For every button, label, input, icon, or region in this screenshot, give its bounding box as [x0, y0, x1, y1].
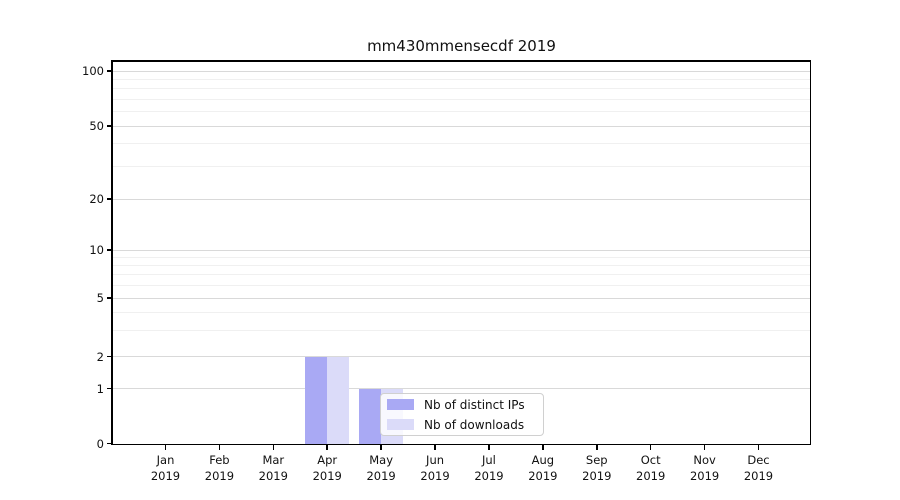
x-tick-label-dec: Dec 2019 [743, 453, 774, 483]
y-tick-label-1: 1 [96, 381, 104, 396]
legend-swatch-downloads [387, 419, 414, 430]
y-tick-1 [106, 387, 112, 390]
y-tick-20 [106, 198, 112, 200]
gridline-minor-7 [113, 274, 810, 276]
gridline-minor-90 [113, 78, 810, 80]
y-tick-0 [106, 442, 112, 445]
x-tick-oct [649, 445, 652, 451]
gridline-major-20 [113, 198, 810, 200]
y-tick-100 [106, 70, 112, 72]
y-tick-50 [106, 125, 112, 127]
x-tick-mar [272, 445, 275, 451]
gridline-minor-3 [113, 330, 810, 332]
bar-distinct-ips-apr [305, 356, 328, 444]
x-tick-label-may: May 2019 [366, 453, 396, 483]
gridline-minor-80 [113, 88, 810, 90]
gridline-major-100 [113, 70, 810, 72]
y-tick-label-50: 50 [89, 119, 104, 133]
x-tick-label-aug: Aug 2019 [528, 453, 558, 483]
y-tick-5 [106, 297, 112, 299]
y-tick-10 [106, 249, 112, 251]
gridline-major-5 [113, 297, 810, 299]
legend-swatch-distinct-ips [387, 399, 414, 410]
x-tick-label-mar: Mar 2019 [258, 453, 288, 483]
x-tick-may [380, 445, 382, 451]
y-tick-label-20: 20 [89, 192, 104, 206]
y-tick-label-5: 5 [96, 291, 104, 305]
gridline-major-2 [113, 356, 810, 357]
spine-bottom [111, 443, 812, 446]
gridline-minor-9 [113, 256, 810, 258]
legend: Nb of distinct IPs Nb of downloads [380, 393, 544, 436]
chart-title: mm430mmensecdf 2019 [367, 37, 556, 55]
gridline-minor-8 [113, 264, 810, 266]
spine-right [809, 62, 812, 446]
x-tick-nov [703, 445, 706, 451]
y-tick-2 [106, 355, 112, 358]
gridline-minor-6 [113, 284, 810, 286]
x-tick-label-nov: Nov 2019 [689, 453, 720, 483]
x-tick-feb [218, 445, 221, 451]
bar-distinct-ips-may [359, 388, 382, 444]
x-tick-label-jun: Jun 2019 [420, 453, 450, 483]
x-tick-jun [434, 445, 436, 451]
spine-left [111, 62, 113, 446]
legend-row-downloads: Nb of downloads [381, 415, 543, 435]
gridline-minor-70 [113, 98, 810, 100]
gridline-minor-4 [113, 311, 810, 313]
gridline-minor-30 [113, 166, 810, 168]
x-tick-label-feb: Feb 2019 [204, 453, 235, 483]
legend-label-distinct-ips: Nb of distinct IPs [424, 397, 525, 412]
x-tick-label-jul: Jul 2019 [474, 453, 504, 483]
x-tick-jul [488, 445, 490, 451]
gridline-major-1 [113, 388, 810, 389]
gridline-major-50 [113, 125, 810, 127]
y-tick-label-100: 100 [82, 64, 104, 78]
x-tick-label-oct: Oct 2019 [636, 453, 666, 483]
x-tick-sep [596, 445, 598, 451]
x-tick-apr [326, 445, 328, 451]
x-tick-label-jan: Jan 2019 [150, 453, 181, 483]
x-tick-label-sep: Sep 2019 [582, 453, 612, 483]
gridline-minor-60 [113, 111, 810, 113]
bar-downloads-apr [327, 356, 350, 444]
y-tick-label-0: 0 [96, 436, 104, 451]
x-tick-label-apr: Apr 2019 [312, 453, 342, 483]
x-tick-aug [542, 445, 544, 451]
gridline-major-10 [113, 249, 810, 251]
spine-top [111, 60, 812, 62]
y-tick-label-10: 10 [89, 243, 104, 257]
x-tick-dec [757, 445, 760, 451]
x-tick-jan [164, 445, 167, 451]
legend-row-distinct-ips: Nb of distinct IPs [381, 395, 543, 415]
legend-label-downloads: Nb of downloads [424, 417, 525, 432]
gridline-minor-40 [113, 143, 810, 145]
y-tick-label-2: 2 [96, 349, 104, 364]
